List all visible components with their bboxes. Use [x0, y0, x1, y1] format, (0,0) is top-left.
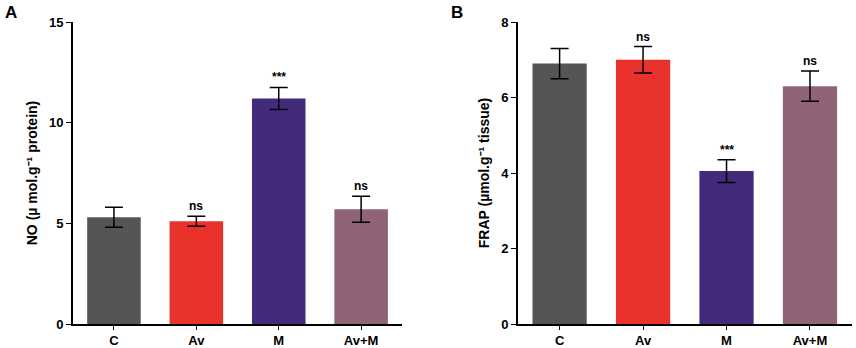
svg-text:ns: ns [189, 199, 203, 213]
svg-text:0: 0 [56, 317, 63, 332]
svg-text:10: 10 [49, 115, 63, 130]
svg-text:M: M [721, 333, 732, 348]
svg-text:ns: ns [354, 179, 368, 193]
svg-text:C: C [109, 333, 119, 348]
svg-text:8: 8 [501, 15, 508, 30]
svg-text:FRAP (µmol.g⁻¹ tissue): FRAP (µmol.g⁻¹ tissue) [476, 98, 492, 248]
svg-text:B: B [451, 3, 463, 22]
svg-text:5: 5 [56, 216, 63, 231]
svg-text:NO (µ mol.g⁻¹ protein): NO (µ mol.g⁻¹ protein) [24, 101, 40, 246]
svg-text:0: 0 [501, 317, 508, 332]
svg-text:***: *** [720, 143, 734, 157]
svg-text:Av+M: Av+M [344, 333, 379, 348]
svg-text:ns: ns [636, 30, 650, 44]
svg-text:Av: Av [188, 333, 205, 348]
svg-text:M: M [273, 333, 284, 348]
svg-text:***: *** [272, 70, 286, 84]
svg-text:6: 6 [501, 90, 508, 105]
svg-text:ns: ns [803, 54, 817, 68]
svg-text:Av: Av [635, 333, 652, 348]
svg-text:15: 15 [49, 15, 63, 30]
svg-text:A: A [5, 3, 17, 22]
svg-text:Av+M: Av+M [793, 333, 828, 348]
svg-text:2: 2 [501, 241, 508, 256]
svg-text:4: 4 [501, 166, 509, 181]
svg-text:C: C [555, 333, 565, 348]
